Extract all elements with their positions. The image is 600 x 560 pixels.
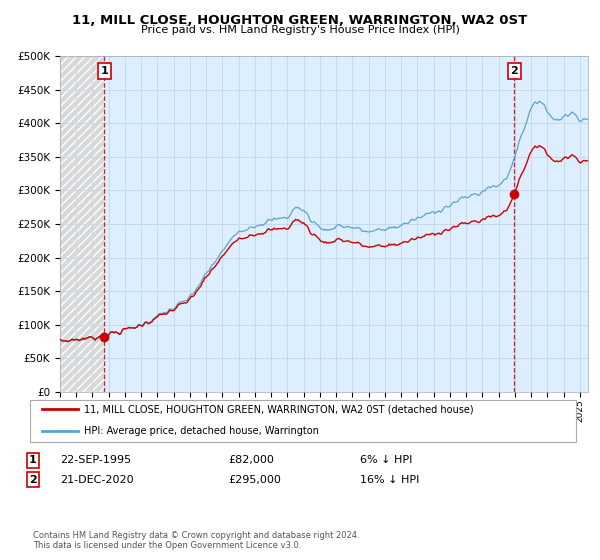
- Text: 21-DEC-2020: 21-DEC-2020: [60, 475, 134, 485]
- Text: 6% ↓ HPI: 6% ↓ HPI: [360, 455, 412, 465]
- Text: 16% ↓ HPI: 16% ↓ HPI: [360, 475, 419, 485]
- Bar: [60, 56, 104, 392]
- Text: 22-SEP-1995: 22-SEP-1995: [60, 455, 131, 465]
- Text: 1: 1: [29, 455, 37, 465]
- Text: 2: 2: [511, 66, 518, 76]
- Text: 11, MILL CLOSE, HOUGHTON GREEN, WARRINGTON, WA2 0ST: 11, MILL CLOSE, HOUGHTON GREEN, WARRINGT…: [73, 14, 527, 27]
- Text: HPI: Average price, detached house, Warrington: HPI: Average price, detached house, Warr…: [84, 427, 319, 436]
- Text: Price paid vs. HM Land Registry's House Price Index (HPI): Price paid vs. HM Land Registry's House …: [140, 25, 460, 35]
- Text: Contains HM Land Registry data © Crown copyright and database right 2024.
This d: Contains HM Land Registry data © Crown c…: [33, 530, 359, 550]
- Text: 1: 1: [100, 66, 108, 76]
- Text: £82,000: £82,000: [228, 455, 274, 465]
- Bar: [60, 56, 104, 392]
- Text: £295,000: £295,000: [228, 475, 281, 485]
- Text: 2: 2: [29, 475, 37, 485]
- Text: 11, MILL CLOSE, HOUGHTON GREEN, WARRINGTON, WA2 0ST (detached house): 11, MILL CLOSE, HOUGHTON GREEN, WARRINGT…: [84, 404, 473, 414]
